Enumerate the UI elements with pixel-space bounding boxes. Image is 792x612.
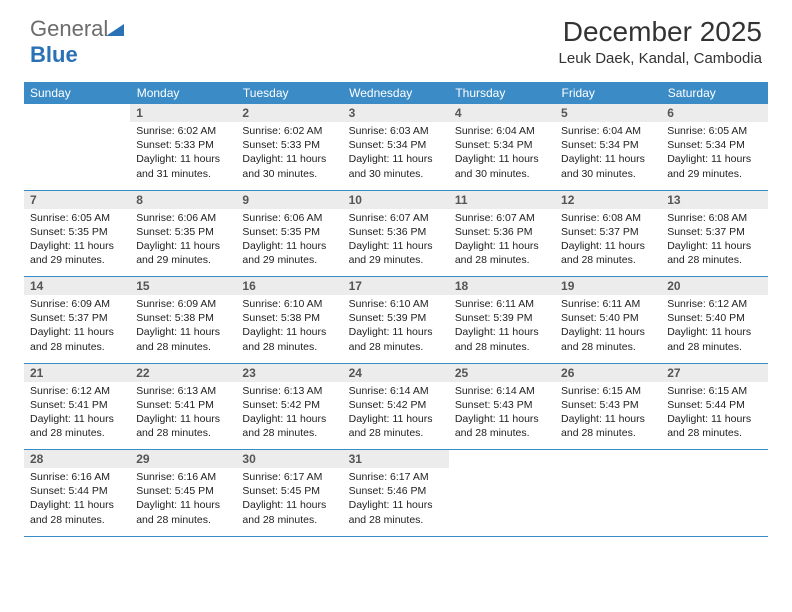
day-number: 19 bbox=[555, 277, 661, 296]
day-cell: Sunrise: 6:02 AMSunset: 5:33 PMDaylight:… bbox=[130, 122, 236, 190]
day-number: 15 bbox=[130, 277, 236, 296]
day-number bbox=[555, 450, 661, 469]
day-cell: Sunrise: 6:15 AMSunset: 5:43 PMDaylight:… bbox=[555, 382, 661, 450]
day-cell: Sunrise: 6:05 AMSunset: 5:34 PMDaylight:… bbox=[661, 122, 767, 190]
day-number: 25 bbox=[449, 363, 555, 382]
day-cell bbox=[555, 468, 661, 536]
weekday-header-row: Sunday Monday Tuesday Wednesday Thursday… bbox=[24, 82, 768, 104]
day-cell: Sunrise: 6:12 AMSunset: 5:41 PMDaylight:… bbox=[24, 382, 130, 450]
day-cell: Sunrise: 6:06 AMSunset: 5:35 PMDaylight:… bbox=[236, 209, 342, 277]
day-number: 11 bbox=[449, 190, 555, 209]
day-number: 29 bbox=[130, 450, 236, 469]
day-cell: Sunrise: 6:16 AMSunset: 5:44 PMDaylight:… bbox=[24, 468, 130, 536]
daynum-row: 28293031 bbox=[24, 450, 768, 469]
day-cell: Sunrise: 6:10 AMSunset: 5:39 PMDaylight:… bbox=[343, 295, 449, 363]
day-number: 27 bbox=[661, 363, 767, 382]
header: General Blue December 2025 Leuk Daek, Ka… bbox=[0, 0, 792, 72]
daynum-row: 78910111213 bbox=[24, 190, 768, 209]
day-number: 18 bbox=[449, 277, 555, 296]
day-number: 8 bbox=[130, 190, 236, 209]
day-number: 3 bbox=[343, 104, 449, 122]
weekday-header: Sunday bbox=[24, 82, 130, 104]
day-body-row: Sunrise: 6:12 AMSunset: 5:41 PMDaylight:… bbox=[24, 382, 768, 450]
day-number: 17 bbox=[343, 277, 449, 296]
day-number: 26 bbox=[555, 363, 661, 382]
day-number: 7 bbox=[24, 190, 130, 209]
day-number: 4 bbox=[449, 104, 555, 122]
day-body-row: Sunrise: 6:02 AMSunset: 5:33 PMDaylight:… bbox=[24, 122, 768, 190]
day-cell: Sunrise: 6:09 AMSunset: 5:37 PMDaylight:… bbox=[24, 295, 130, 363]
day-number: 28 bbox=[24, 450, 130, 469]
day-cell: Sunrise: 6:14 AMSunset: 5:43 PMDaylight:… bbox=[449, 382, 555, 450]
day-cell: Sunrise: 6:09 AMSunset: 5:38 PMDaylight:… bbox=[130, 295, 236, 363]
month-title: December 2025 bbox=[559, 16, 762, 48]
day-cell: Sunrise: 6:11 AMSunset: 5:40 PMDaylight:… bbox=[555, 295, 661, 363]
day-cell: Sunrise: 6:15 AMSunset: 5:44 PMDaylight:… bbox=[661, 382, 767, 450]
title-block: December 2025 Leuk Daek, Kandal, Cambodi… bbox=[559, 16, 762, 67]
day-cell: Sunrise: 6:17 AMSunset: 5:46 PMDaylight:… bbox=[343, 468, 449, 536]
logo: General Blue bbox=[30, 16, 124, 68]
day-number: 12 bbox=[555, 190, 661, 209]
day-cell bbox=[661, 468, 767, 536]
calendar-table: Sunday Monday Tuesday Wednesday Thursday… bbox=[24, 82, 768, 537]
day-number: 30 bbox=[236, 450, 342, 469]
day-cell: Sunrise: 6:14 AMSunset: 5:42 PMDaylight:… bbox=[343, 382, 449, 450]
day-number: 10 bbox=[343, 190, 449, 209]
day-cell: Sunrise: 6:08 AMSunset: 5:37 PMDaylight:… bbox=[555, 209, 661, 277]
day-body-row: Sunrise: 6:09 AMSunset: 5:37 PMDaylight:… bbox=[24, 295, 768, 363]
day-number: 2 bbox=[236, 104, 342, 122]
day-cell: Sunrise: 6:06 AMSunset: 5:35 PMDaylight:… bbox=[130, 209, 236, 277]
day-cell: Sunrise: 6:04 AMSunset: 5:34 PMDaylight:… bbox=[555, 122, 661, 190]
logo-general: General bbox=[30, 16, 108, 41]
day-cell bbox=[449, 468, 555, 536]
day-number: 16 bbox=[236, 277, 342, 296]
day-number: 14 bbox=[24, 277, 130, 296]
day-cell: Sunrise: 6:13 AMSunset: 5:41 PMDaylight:… bbox=[130, 382, 236, 450]
day-number: 31 bbox=[343, 450, 449, 469]
weekday-header: Tuesday bbox=[236, 82, 342, 104]
day-cell: Sunrise: 6:10 AMSunset: 5:38 PMDaylight:… bbox=[236, 295, 342, 363]
day-cell: Sunrise: 6:11 AMSunset: 5:39 PMDaylight:… bbox=[449, 295, 555, 363]
weekday-header: Saturday bbox=[661, 82, 767, 104]
weekday-header: Thursday bbox=[449, 82, 555, 104]
logo-triangle-icon bbox=[106, 16, 124, 42]
day-number: 21 bbox=[24, 363, 130, 382]
day-number bbox=[449, 450, 555, 469]
day-number: 6 bbox=[661, 104, 767, 122]
day-body-row: Sunrise: 6:16 AMSunset: 5:44 PMDaylight:… bbox=[24, 468, 768, 536]
daynum-row: 14151617181920 bbox=[24, 277, 768, 296]
day-cell: Sunrise: 6:03 AMSunset: 5:34 PMDaylight:… bbox=[343, 122, 449, 190]
day-cell: Sunrise: 6:08 AMSunset: 5:37 PMDaylight:… bbox=[661, 209, 767, 277]
day-number bbox=[24, 104, 130, 122]
day-cell: Sunrise: 6:07 AMSunset: 5:36 PMDaylight:… bbox=[449, 209, 555, 277]
location: Leuk Daek, Kandal, Cambodia bbox=[559, 50, 762, 67]
day-number bbox=[661, 450, 767, 469]
day-number: 22 bbox=[130, 363, 236, 382]
day-number: 1 bbox=[130, 104, 236, 122]
day-cell: Sunrise: 6:07 AMSunset: 5:36 PMDaylight:… bbox=[343, 209, 449, 277]
day-cell: Sunrise: 6:16 AMSunset: 5:45 PMDaylight:… bbox=[130, 468, 236, 536]
day-cell: Sunrise: 6:04 AMSunset: 5:34 PMDaylight:… bbox=[449, 122, 555, 190]
day-cell: Sunrise: 6:13 AMSunset: 5:42 PMDaylight:… bbox=[236, 382, 342, 450]
weekday-header: Monday bbox=[130, 82, 236, 104]
weekday-header: Friday bbox=[555, 82, 661, 104]
day-number: 24 bbox=[343, 363, 449, 382]
day-number: 23 bbox=[236, 363, 342, 382]
logo-text: General Blue bbox=[30, 16, 124, 68]
weekday-header: Wednesday bbox=[343, 82, 449, 104]
day-cell: Sunrise: 6:12 AMSunset: 5:40 PMDaylight:… bbox=[661, 295, 767, 363]
day-number: 5 bbox=[555, 104, 661, 122]
daynum-row: 21222324252627 bbox=[24, 363, 768, 382]
daynum-row: 123456 bbox=[24, 104, 768, 122]
day-number: 20 bbox=[661, 277, 767, 296]
day-cell: Sunrise: 6:05 AMSunset: 5:35 PMDaylight:… bbox=[24, 209, 130, 277]
day-cell bbox=[24, 122, 130, 190]
day-body-row: Sunrise: 6:05 AMSunset: 5:35 PMDaylight:… bbox=[24, 209, 768, 277]
day-number: 9 bbox=[236, 190, 342, 209]
day-cell: Sunrise: 6:02 AMSunset: 5:33 PMDaylight:… bbox=[236, 122, 342, 190]
day-number: 13 bbox=[661, 190, 767, 209]
logo-blue: Blue bbox=[30, 42, 78, 67]
day-cell: Sunrise: 6:17 AMSunset: 5:45 PMDaylight:… bbox=[236, 468, 342, 536]
